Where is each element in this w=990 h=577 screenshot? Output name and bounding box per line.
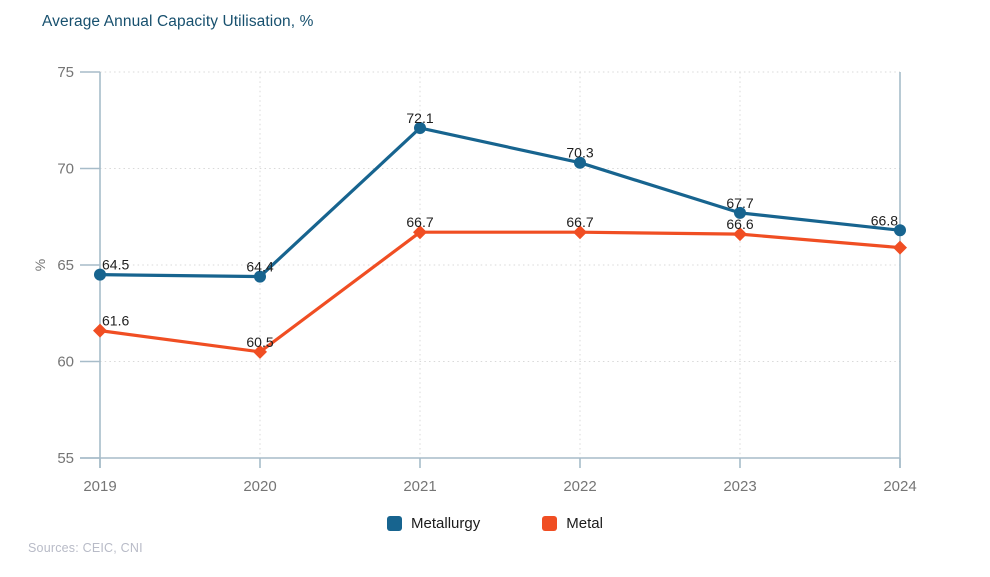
line-chart-plot: 55 60 65 70 75 2019 2020 2021 2022 2023 2024% 64.5 6…	[32, 64, 917, 495]
data-point-metal-2023	[733, 227, 747, 242]
point-label-metallurgy-2023: 67.7	[726, 195, 753, 211]
y-tick-label: 75	[57, 64, 74, 81]
x-tick-label: 2023	[723, 478, 756, 495]
point-label-metallurgy-2020: 64.4	[246, 259, 273, 275]
x-tick-label: 2022	[563, 478, 596, 495]
data-point-metallurgy-2022	[574, 156, 586, 169]
data-point-metal-2024	[893, 240, 907, 255]
point-label-metal-2023: 66.6	[726, 216, 753, 232]
point-label-metal-2021: 66.7	[406, 214, 433, 230]
y-tick-label: 65	[57, 257, 74, 274]
legend-item-metal[interactable]: Metal	[542, 515, 603, 532]
data-point-metallurgy-2023	[734, 206, 746, 219]
data-point-metallurgy-2021	[414, 121, 426, 134]
data-point-metallurgy-2019	[94, 268, 106, 281]
data-point-metallurgy-2020	[254, 270, 266, 283]
legend-label-metal: Metal	[566, 514, 603, 532]
x-tick-label: 2020	[243, 478, 276, 495]
legend-label-metallurgy: Metallurgy	[411, 514, 481, 532]
series-line-metallurgy	[98, 126, 902, 279]
series-line-metal	[98, 230, 902, 354]
y-tick-label: 70	[57, 161, 74, 178]
data-point-metallurgy-2024	[894, 224, 906, 237]
x-tick-label: 2024	[883, 478, 916, 495]
legend-swatch-metal	[542, 515, 558, 531]
point-label-metal-2020: 60.5	[246, 334, 273, 350]
data-point-metal-2022	[573, 225, 587, 240]
y-axis-unit-label: %	[32, 259, 48, 271]
data-point-metal-2021	[413, 225, 427, 240]
sources-note: Sources: CEIC, CNI	[28, 541, 143, 555]
chart-title: Average Annual Capacity Utilisation, %	[42, 13, 314, 30]
point-label-metallurgy-2024: 66.8	[871, 212, 898, 228]
point-label-metal-2022: 66.7	[566, 214, 593, 230]
point-label-metallurgy-2022: 70.3	[566, 145, 593, 161]
legend-item-metallurgy[interactable]: Metallurgy	[387, 515, 480, 532]
y-tick-label: 60	[57, 354, 74, 371]
point-label-metal-2019: 61.6	[102, 313, 129, 329]
point-label-metallurgy-2019: 64.5	[102, 257, 129, 273]
x-tick-label: 2021	[403, 478, 436, 495]
y-tick-label: 55	[57, 450, 74, 467]
legend: Metallurgy Metal	[0, 511, 990, 535]
data-point-metal-2019	[93, 323, 107, 338]
x-tick-label: 2019	[83, 478, 116, 495]
legend-swatch-metallurgy	[387, 515, 403, 531]
point-label-metallurgy-2021: 72.1	[406, 110, 433, 126]
data-point-metal-2020	[253, 344, 267, 359]
